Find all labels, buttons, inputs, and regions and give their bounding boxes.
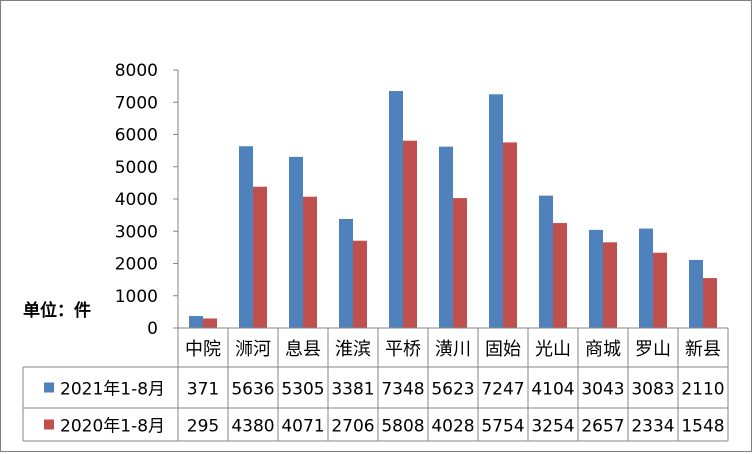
y-tick-label: 7000 (115, 93, 158, 113)
bar-2021 (489, 94, 503, 329)
data-label: 7247 (481, 380, 524, 400)
bar-2021 (289, 156, 303, 328)
bar-2021 (189, 316, 203, 328)
bar-2020 (303, 196, 317, 328)
data-label: 3043 (581, 380, 624, 400)
x-tick-label: 平桥 (385, 339, 421, 360)
y-tick-label: 2000 (115, 255, 158, 275)
bar-2020 (703, 278, 717, 328)
x-tick-label: 中院 (185, 339, 221, 360)
data-label: 1548 (681, 417, 724, 437)
data-label: 4380 (231, 417, 274, 437)
y-tick-label: 4000 (115, 190, 158, 210)
data-label: 2706 (331, 417, 374, 437)
y-tick-label: 3000 (115, 222, 158, 242)
legend-swatch (44, 419, 54, 430)
x-tick-label: 光山 (535, 339, 571, 360)
x-tick-label: 新县 (685, 339, 721, 360)
y-tick-label: 0 (147, 319, 158, 339)
bar-2020 (553, 223, 567, 328)
legend-label: 2020年1-8月 (60, 417, 165, 437)
data-label: 3254 (531, 417, 574, 437)
legend-swatch (44, 382, 54, 393)
data-label: 7348 (381, 380, 424, 400)
x-tick-label: 潢川 (435, 339, 471, 360)
data-label: 5808 (381, 417, 424, 437)
data-label: 5623 (431, 380, 474, 400)
bar-2021 (389, 91, 403, 328)
bar-2021 (589, 229, 603, 328)
bar-2020 (603, 242, 617, 328)
bar-2020 (503, 142, 517, 328)
data-label: 295 (187, 417, 219, 437)
y-tick-label: 8000 (115, 61, 158, 81)
data-label: 4104 (531, 380, 574, 400)
x-tick-label: 淮滨 (335, 339, 371, 360)
data-label: 5636 (231, 380, 274, 400)
y-tick-label: 5000 (115, 158, 158, 178)
x-tick-label: 商城 (585, 339, 621, 360)
bar-2021 (339, 218, 353, 328)
bar-2020 (653, 252, 667, 328)
x-tick-label: 浉河 (235, 339, 271, 360)
data-label: 371 (187, 380, 219, 400)
bar-2020 (453, 198, 467, 328)
data-label: 2334 (631, 417, 674, 437)
y-tick-label: 1000 (115, 287, 158, 307)
bar-2021 (239, 146, 253, 328)
bar-2021 (539, 195, 553, 328)
data-label: 4028 (431, 417, 474, 437)
x-tick-label: 固始 (485, 339, 521, 360)
bar-2021 (639, 228, 653, 328)
data-label: 4071 (281, 417, 324, 437)
bar-2020 (353, 240, 367, 328)
x-tick-label: 罗山 (635, 339, 671, 360)
data-label: 5305 (281, 380, 324, 400)
data-label: 5754 (481, 417, 524, 437)
bar-2020 (253, 186, 267, 328)
y-tick-label: 6000 (115, 126, 158, 146)
bar-2021 (439, 146, 453, 328)
x-tick-label: 息县 (285, 339, 321, 360)
unit-label: 单位：件 (23, 301, 91, 321)
data-label: 3381 (331, 380, 374, 400)
bar-2020 (203, 318, 217, 328)
legend-label: 2021年1-8月 (60, 380, 165, 400)
data-label: 2657 (581, 417, 624, 437)
bar-2021 (689, 259, 703, 328)
bar-2020 (403, 140, 417, 328)
data-label: 3083 (631, 380, 674, 400)
data-label: 2110 (681, 380, 724, 400)
